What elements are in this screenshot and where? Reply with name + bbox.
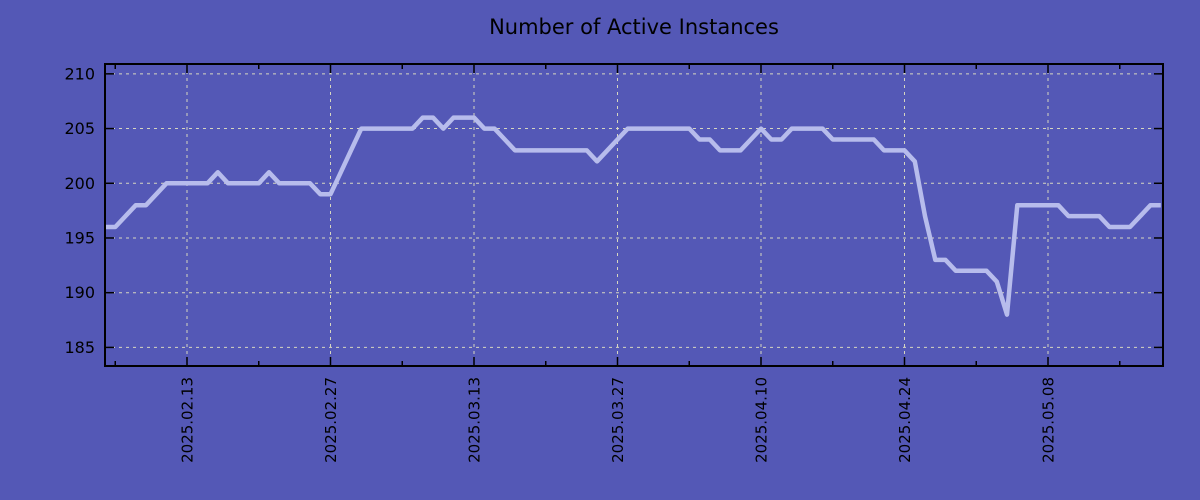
chart-title: Number of Active Instances — [489, 15, 779, 39]
data-series-line — [105, 115, 1161, 317]
y-tick-label: 205 — [64, 119, 95, 138]
y-tick-label: 190 — [64, 283, 95, 302]
y-tick-label: 185 — [64, 338, 95, 357]
plot-border — [104, 63, 1164, 367]
x-tick-label: 2025.03.27 — [609, 377, 627, 463]
x-tick-label: 2025.04.24 — [896, 377, 914, 463]
x-tick-label: 2025.02.27 — [322, 377, 340, 463]
x-tick-label: 2025.04.10 — [753, 377, 771, 463]
y-tick-label: 200 — [64, 174, 95, 193]
x-tick-label: 2025.05.08 — [1040, 377, 1058, 463]
x-tick-label: 2025.02.13 — [179, 377, 197, 463]
y-tick-label: 210 — [64, 64, 95, 83]
x-tick-label: 2025.03.13 — [466, 377, 484, 463]
y-tick-label: 195 — [64, 228, 95, 247]
